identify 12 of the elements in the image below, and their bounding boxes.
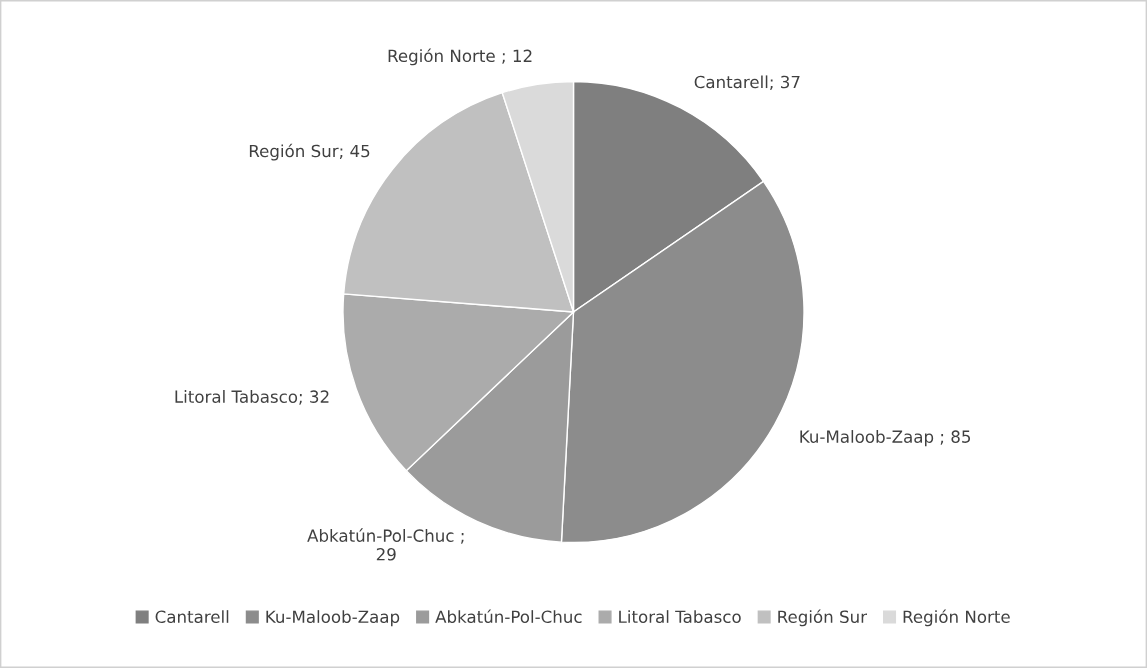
- data-label: Abkatún-Pol-Chuc ; 29: [307, 528, 464, 561]
- legend-label: Abkatún-Pol-Chuc: [435, 609, 582, 624]
- data-label: Región Norte ; 12: [388, 48, 532, 66]
- legend-label: Región Norte: [903, 609, 1010, 627]
- legend-label: Región Sur: [778, 609, 868, 627]
- legend-label: Litoral Tabasco: [619, 610, 741, 624]
- legend-label: Cantarell: [155, 610, 229, 624]
- legend-label: Ku-Maloob-Zaap: [266, 610, 400, 627]
- data-label: Ku-Maloob-Zaap ; 85: [800, 430, 971, 447]
- data-label: Litoral Tabasco; 32: [175, 390, 329, 405]
- data-label: Región Sur; 45: [249, 143, 370, 161]
- data-label: Cantarell; 37: [694, 75, 800, 90]
